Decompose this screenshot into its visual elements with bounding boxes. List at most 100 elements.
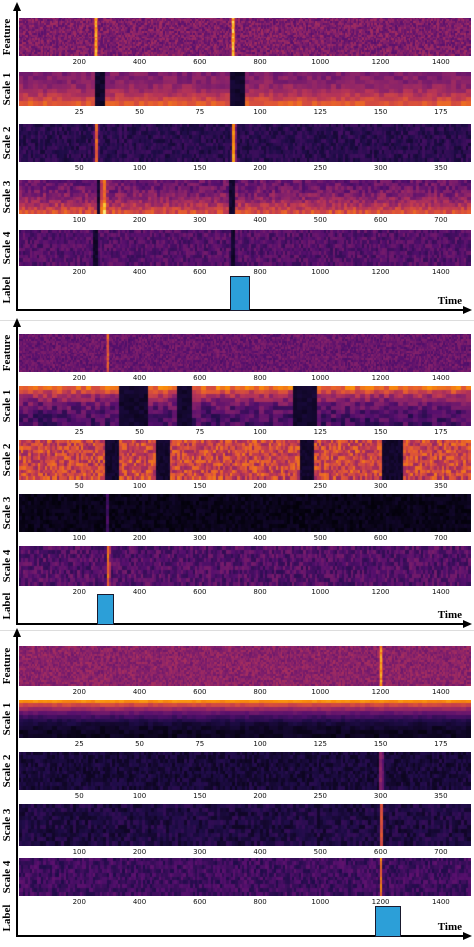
- row-label-scale1: Scale 1: [1, 702, 13, 736]
- tick-label-scale3: 300: [193, 848, 207, 856]
- heatmap-scale2: [19, 752, 471, 790]
- tick-label-scale4: 200: [72, 588, 86, 596]
- tick-label-scale3: 400: [253, 216, 267, 224]
- tick-label-scale3: 300: [193, 216, 207, 224]
- tick-label-feature: 600: [193, 688, 207, 696]
- tick-label-scale2: 300: [373, 164, 388, 172]
- tick-label-scale3: 500: [313, 534, 328, 542]
- tick-label-scale2: 250: [313, 792, 328, 800]
- tick-label-scale1: 100: [253, 428, 267, 436]
- tick-label-scale4: 1000: [311, 898, 330, 906]
- tick-label-scale4: 800: [253, 588, 267, 596]
- row-label-scale2: Scale 2: [1, 754, 13, 788]
- tick-label-scale1: 150: [373, 108, 388, 116]
- tick-label-scale4: 1200: [371, 898, 390, 906]
- time-axis-line: [16, 623, 466, 625]
- vertical-axis-line: [16, 10, 18, 310]
- heatmap-scale1: [19, 72, 471, 106]
- heatmap-feature: [19, 334, 471, 372]
- tick-label-scale2: 300: [373, 482, 388, 490]
- tick-label-scale4: 1200: [371, 268, 390, 276]
- tick-label-feature: 1400: [431, 58, 450, 66]
- tick-label-scale4: 400: [132, 268, 147, 276]
- tick-label-scale2: 300: [373, 792, 388, 800]
- tick-label-scale2: 350: [434, 792, 448, 800]
- tick-label-scale3: 200: [132, 216, 147, 224]
- tick-label-scale1: 50: [135, 428, 144, 436]
- heatmap-scale3: [19, 180, 471, 214]
- row-label-label: Label: [1, 904, 13, 932]
- tick-label-scale3: 100: [72, 216, 86, 224]
- tick-label-scale4: 1400: [431, 588, 450, 596]
- heatmap-scale3: [19, 804, 471, 846]
- tick-label-feature: 1000: [311, 688, 330, 696]
- tick-label-scale4: 800: [253, 898, 267, 906]
- tick-label-scale4: 400: [132, 898, 147, 906]
- tick-label-scale4: 200: [72, 898, 86, 906]
- tick-label-feature: 400: [132, 58, 147, 66]
- tick-label-scale2: 150: [193, 792, 207, 800]
- heatmap-scale4: [19, 546, 471, 586]
- tick-label-feature: 400: [132, 374, 147, 382]
- anomaly-label-bar: [374, 906, 401, 937]
- tick-label-scale1: 175: [434, 428, 448, 436]
- tick-label-scale2: 100: [132, 164, 147, 172]
- heatmap-feature: [19, 18, 471, 56]
- heatmap-scale2: [19, 440, 471, 480]
- tick-label-feature: 800: [253, 688, 267, 696]
- tick-label-scale1: 150: [373, 428, 388, 436]
- tick-label-feature: 1200: [371, 688, 390, 696]
- heatmap-feature: [19, 646, 471, 686]
- tick-label-scale2: 50: [74, 482, 84, 490]
- tick-label-scale4: 1200: [371, 588, 390, 596]
- tick-label-scale3: 500: [313, 848, 328, 856]
- tick-label-feature: 200: [72, 374, 86, 382]
- tick-label-scale4: 1000: [311, 588, 330, 596]
- tick-label-scale2: 350: [434, 164, 448, 172]
- tick-label-scale1: 100: [253, 740, 267, 748]
- tick-label-scale4: 400: [132, 588, 147, 596]
- tick-label-scale4: 600: [193, 268, 207, 276]
- heatmap-scale4: [19, 230, 471, 266]
- tick-label-scale3: 600: [373, 848, 388, 856]
- tick-label-scale2: 100: [132, 792, 147, 800]
- time-label: Time: [437, 609, 462, 621]
- tick-label-scale3: 600: [373, 534, 388, 542]
- tick-label-scale2: 350: [434, 482, 448, 490]
- anomaly-label-bar: [97, 594, 115, 625]
- vertical-axis-line: [16, 636, 18, 936]
- tick-label-feature: 1000: [311, 58, 330, 66]
- tick-label-scale4: 1400: [431, 268, 450, 276]
- tick-label-scale3: 700: [434, 848, 448, 856]
- tick-label-scale4: 800: [253, 268, 267, 276]
- tick-label-scale4: 600: [193, 898, 207, 906]
- tick-label-scale2: 150: [193, 482, 207, 490]
- row-label-label: Label: [1, 276, 13, 304]
- tick-label-feature: 800: [253, 58, 267, 66]
- tick-label-feature: 1200: [371, 58, 390, 66]
- right-arrow-icon: [463, 306, 472, 314]
- tick-label-scale3: 500: [313, 216, 328, 224]
- tick-label-feature: 1400: [431, 688, 450, 696]
- tick-label-scale1: 175: [434, 740, 448, 748]
- tick-label-feature: 200: [72, 688, 86, 696]
- up-arrow-icon: [13, 2, 21, 11]
- time-axis-line: [16, 935, 466, 937]
- tick-label-scale4: 1000: [311, 268, 330, 276]
- row-label-scale3: Scale 3: [1, 496, 13, 530]
- tick-label-feature: 800: [253, 374, 267, 382]
- tick-label-scale1: 100: [253, 108, 267, 116]
- heatmap-scale3: [19, 494, 471, 532]
- tick-label-feature: 1000: [311, 374, 330, 382]
- tick-label-scale2: 100: [132, 482, 147, 490]
- tick-label-scale2: 200: [253, 164, 267, 172]
- row-label-scale1: Scale 1: [1, 389, 13, 423]
- tick-label-feature: 600: [193, 58, 207, 66]
- tick-label-scale2: 50: [74, 164, 84, 172]
- tick-label-scale2: 250: [313, 164, 328, 172]
- tick-label-scale2: 200: [253, 792, 267, 800]
- tick-label-scale3: 700: [434, 534, 448, 542]
- tick-label-scale1: 125: [313, 740, 328, 748]
- tick-label-feature: 1200: [371, 374, 390, 382]
